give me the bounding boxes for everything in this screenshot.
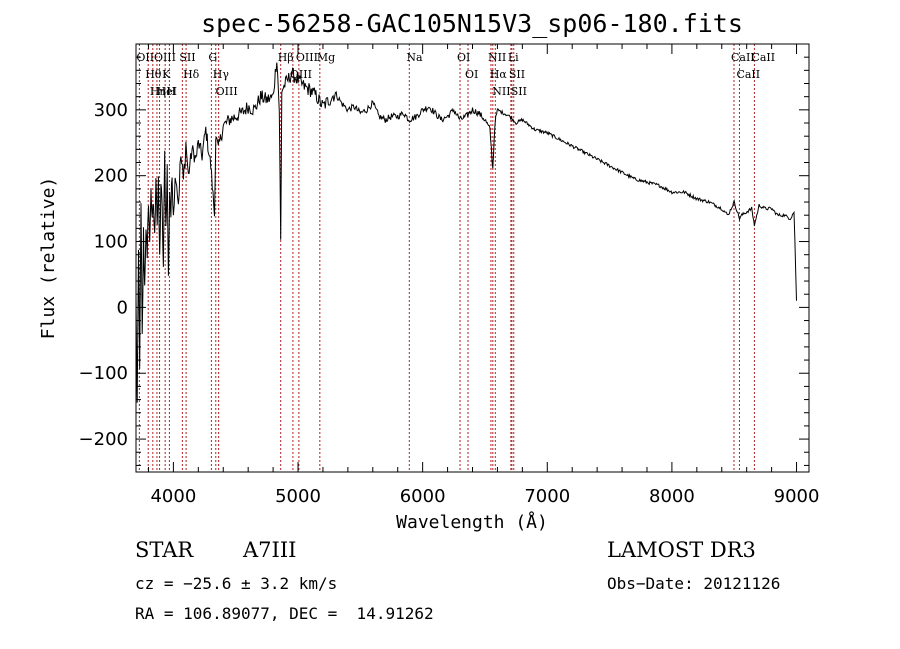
- spectral-line-label: CaII: [731, 51, 755, 64]
- y-tick-label: 300: [94, 100, 128, 121]
- y-tick-label: 100: [94, 232, 128, 253]
- spectral-line-label: Hα: [490, 68, 508, 81]
- spectral-line-label: G: [208, 51, 217, 64]
- spectrum-chart: spec-56258-GAC105N15V3_sp06-180.fits OII…: [38, 9, 820, 533]
- spectral-line-label: Li: [508, 51, 519, 64]
- spectral-line-label: SII: [511, 85, 527, 98]
- spectral-line-label: Hβ: [278, 51, 294, 64]
- spectral-line-label: SII: [179, 51, 195, 64]
- x-tick-label: 8000: [649, 486, 695, 507]
- chart-title: spec-56258-GAC105N15V3_sp06-180.fits: [201, 9, 743, 38]
- x-tick-label: 6000: [400, 486, 446, 507]
- x-tick-label: 5000: [275, 486, 321, 507]
- spectral-line-label: OII: [136, 51, 154, 64]
- y-tick-label: −100: [79, 363, 128, 384]
- y-tick-label: 0: [117, 297, 128, 318]
- spectral-line-label: Hγ: [213, 68, 230, 81]
- spectral-line-label: Hδ: [183, 68, 200, 81]
- y-tick-label: −200: [79, 429, 128, 450]
- survey-name: LAMOST DR3: [607, 538, 756, 562]
- x-tick-label: 7000: [524, 486, 570, 507]
- spectral-line-label: OI: [457, 51, 470, 64]
- spectral-line-label: Na: [406, 51, 423, 64]
- spectral-line-label: OIII: [290, 68, 312, 81]
- object-class: STAR: [135, 538, 194, 562]
- spectral-line-label: Hθ: [145, 68, 162, 81]
- y-tick-label: 200: [94, 166, 128, 187]
- x-tick-label: 4000: [150, 486, 196, 507]
- spectral-line-label: NII: [488, 51, 506, 64]
- spectral-line-label: SII: [509, 68, 525, 81]
- spectral-line-label: Mg: [317, 51, 335, 64]
- obs-date-readout: Obs−Date: 20121126: [607, 574, 781, 593]
- y-axis-ticks: −200 −100 0 100 200 300: [79, 56, 809, 466]
- spectral-line-markers: [138, 44, 755, 472]
- object-subclass: A7III: [243, 538, 297, 562]
- spectral-line-label: OIII: [154, 51, 176, 64]
- coordinates-readout: RA = 106.89077, DEC = 14.91262: [135, 604, 434, 623]
- spectrum-series-line: [135, 62, 797, 403]
- spectral-line-label: HeI: [157, 85, 177, 98]
- spectral-line-label: H: [166, 85, 176, 98]
- y-axis-label: Flux (relative): [38, 177, 59, 340]
- x-axis-ticks: 4000 5000 6000 7000 8000 9000: [147, 44, 820, 507]
- redshift-readout: cz = −25.6 ± 3.2 km/s: [135, 574, 338, 593]
- x-axis-label: Wavelength (Å): [396, 511, 548, 533]
- spectral-line-label: Hη: [150, 85, 166, 98]
- spectral-line-label: OIII: [216, 85, 238, 98]
- spectral-line-label: NII: [492, 85, 510, 98]
- spectral-line-label: CaII: [736, 68, 760, 81]
- spectral-line-labels: OIIHθHηOIIIHeIKHSIIHδGHγOIIIHβOIIIOIIIMg…: [136, 51, 775, 98]
- x-tick-label: 9000: [774, 486, 820, 507]
- spectral-line-label: OI: [465, 68, 478, 81]
- spectral-line-label: CaII: [751, 51, 775, 64]
- spectral-line-label: OIII: [296, 51, 318, 64]
- spectral-line-label: K: [162, 68, 171, 81]
